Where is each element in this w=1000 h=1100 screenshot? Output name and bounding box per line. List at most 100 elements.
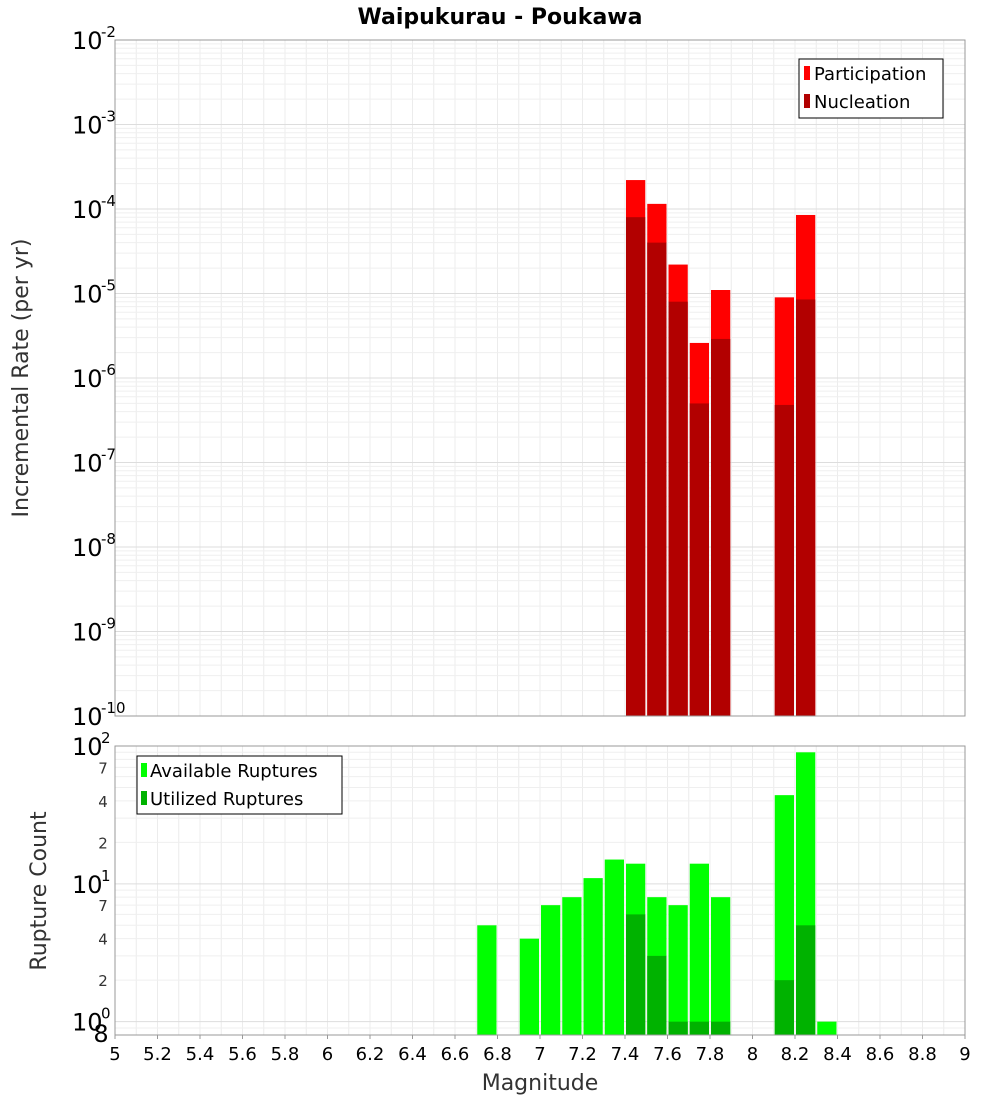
bottom-y-minor-tick-label: 2	[98, 834, 108, 852]
x-tick-label: 9	[959, 1044, 970, 1065]
bottom-y-minor-tick-label: 7	[98, 897, 108, 915]
top-y-tick-exponent: -4	[101, 192, 116, 210]
nucleation-bar	[626, 217, 646, 716]
available-ruptures-bar	[711, 897, 731, 1035]
bottom-x-ticks: 5 5.2 5.4 5.6 5.8 6 6.2 6.4 6.6 6.8 7 7.2 7.4 7.6 7.8 8…	[109, 1035, 971, 1065]
top-y-tick-label: 10	[72, 27, 103, 55]
available-ruptures-bar	[604, 859, 624, 1035]
nucleation-bar	[796, 299, 816, 716]
x-tick-label: 8.6	[866, 1044, 895, 1065]
x-tick-label: 5.6	[228, 1044, 257, 1065]
x-axis-label: Magnitude	[482, 1071, 599, 1096]
available-ruptures-bar	[668, 905, 688, 1035]
bottom-y-axis-label: Rupture Count	[27, 811, 52, 971]
x-tick-label: 7.2	[568, 1044, 597, 1065]
bottom-y-tick-label: 10	[72, 733, 103, 761]
available-swatch	[141, 763, 147, 777]
top-y-tick-label: 10	[72, 534, 103, 562]
utilized-ruptures-bar	[647, 955, 667, 1035]
utilized-ruptures-bar	[626, 914, 646, 1035]
bottom-y-minor-tick-label: 4	[98, 931, 108, 949]
available-ruptures-bar	[477, 925, 497, 1035]
bottom-bars	[477, 752, 837, 1035]
top-y-tick-label: 10	[72, 281, 103, 309]
top-y-tick-label: 10	[72, 703, 103, 731]
top-y-tick-exponent: -7	[101, 446, 116, 464]
x-tick-label: 8.4	[823, 1044, 852, 1065]
utilized-ruptures-bar	[796, 925, 816, 1035]
top-y-tick-label: 10	[72, 450, 103, 478]
top-bars	[626, 180, 816, 717]
top-y-tick-exponent: -10	[101, 699, 126, 717]
x-tick-label: 6.2	[356, 1044, 385, 1065]
nucleation-bar	[647, 242, 667, 717]
legend-participation: Participation	[814, 64, 926, 85]
participation-swatch	[804, 66, 810, 80]
bottom-y-minor-tick-label: 8	[93, 1020, 108, 1048]
bottom-y-minor-tick-label: 4	[98, 793, 108, 811]
chart-title: Waipukurau - Poukawa	[358, 5, 643, 30]
available-ruptures-bar	[817, 1021, 837, 1035]
nucleation-bar	[711, 338, 731, 716]
legend-nucleation: Nucleation	[814, 92, 910, 113]
x-tick-label: 7.8	[696, 1044, 725, 1065]
legend-utilized: Utilized Ruptures	[150, 789, 303, 810]
x-tick-label: 5.8	[271, 1044, 300, 1065]
top-y-tick-label: 10	[72, 365, 103, 393]
top-y-tick-exponent: -6	[101, 361, 116, 379]
utilized-ruptures-bar	[668, 1021, 688, 1035]
top-y-tick-exponent: -3	[101, 108, 116, 126]
top-y-tick-label: 10	[72, 619, 103, 647]
bottom-y-minor-tick-label: 2	[98, 972, 108, 990]
x-tick-label: 5.2	[143, 1044, 172, 1065]
x-tick-label: 5.4	[186, 1044, 215, 1065]
bottom-y-tick-exponent: 0	[101, 1005, 111, 1023]
x-tick-label: 8.8	[908, 1044, 937, 1065]
nucleation-bar	[774, 404, 794, 716]
x-tick-label: 6.8	[483, 1044, 512, 1065]
x-tick-label: 8	[747, 1044, 758, 1065]
top-y-tick-exponent: -2	[101, 23, 116, 41]
top-legend: Participation Nucleation	[798, 58, 944, 119]
top-y-tick-label: 10	[72, 196, 103, 224]
available-ruptures-bar	[583, 878, 603, 1035]
x-tick-label: 6.6	[441, 1044, 470, 1065]
utilized-swatch	[141, 791, 147, 805]
bottom-y-tick-label: 10	[72, 871, 103, 899]
available-ruptures-bar	[689, 863, 709, 1035]
bottom-y-tick-exponent: 1	[101, 867, 111, 885]
utilized-ruptures-bar	[711, 1021, 731, 1035]
bottom-y-minor-tick-label: 7	[98, 759, 108, 777]
x-tick-label: 8.2	[781, 1044, 810, 1065]
x-tick-label: 5	[109, 1044, 120, 1065]
nucleation-swatch	[804, 94, 810, 108]
top-legend-box	[798, 58, 944, 119]
available-ruptures-bar	[774, 795, 794, 1035]
top-y-axis-label: Incremental Rate (per yr)	[9, 239, 34, 518]
legend-available: Available Ruptures	[150, 761, 318, 782]
top-y-tick-exponent: -8	[101, 530, 116, 548]
x-tick-label: 7	[534, 1044, 545, 1065]
bottom-legend-box	[136, 755, 343, 815]
utilized-ruptures-bar	[774, 980, 794, 1035]
bottom-legend: Available Ruptures Utilized Ruptures	[136, 755, 343, 815]
x-tick-label: 6	[322, 1044, 333, 1065]
available-ruptures-bar	[541, 905, 561, 1035]
top-plot-border	[114, 39, 966, 717]
top-y-tick-exponent: -9	[101, 615, 116, 633]
top-y-tick-label: 10	[72, 112, 103, 140]
x-tick-label: 7.4	[611, 1044, 640, 1065]
top-grid	[114, 39, 966, 717]
top-y-tick-exponent: -5	[101, 277, 116, 295]
nucleation-bar	[668, 301, 688, 716]
nucleation-bar	[689, 403, 709, 716]
available-ruptures-bar	[519, 938, 539, 1035]
x-tick-label: 6.4	[398, 1044, 427, 1065]
available-ruptures-bar	[562, 897, 582, 1035]
utilized-ruptures-bar	[689, 1021, 709, 1035]
bottom-y-tick-exponent: 2	[101, 729, 111, 747]
